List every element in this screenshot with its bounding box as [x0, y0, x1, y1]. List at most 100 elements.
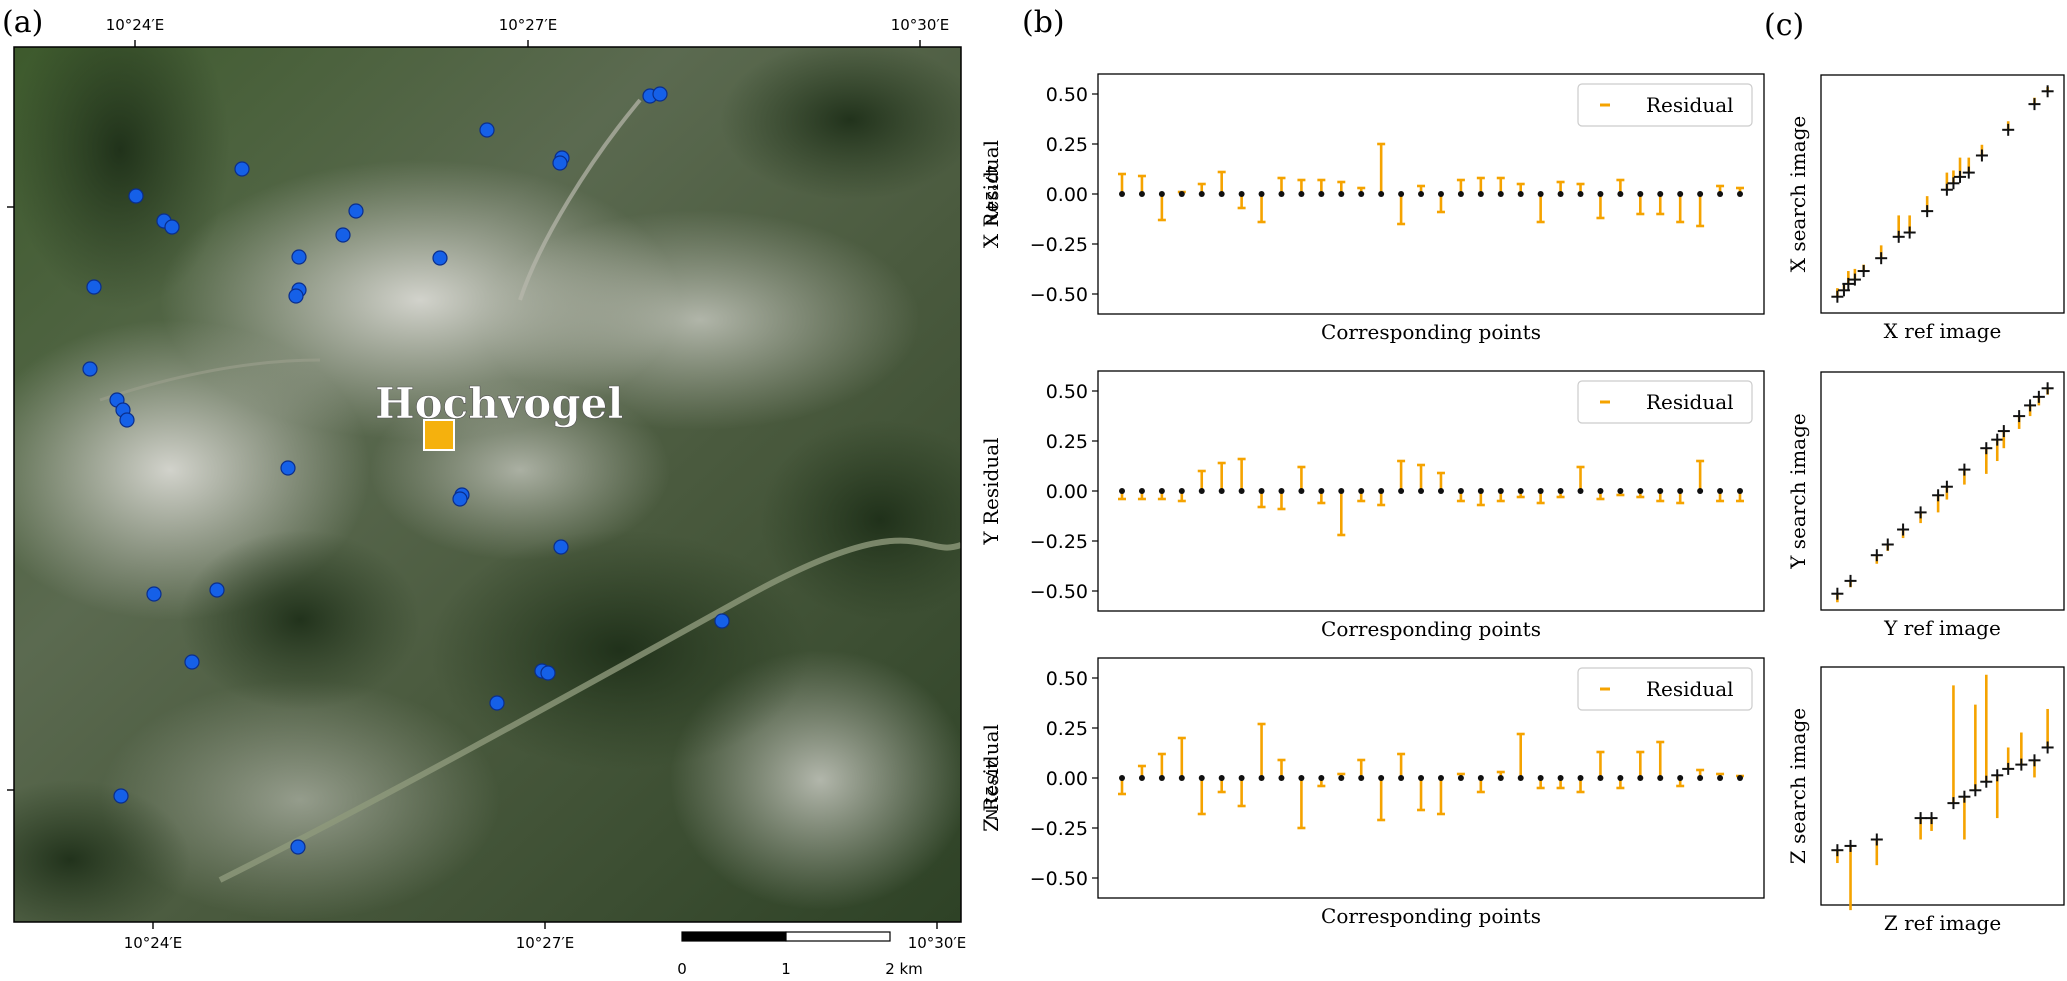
panel-letter-a: (a)	[2, 5, 43, 40]
zero-point	[1318, 488, 1325, 494]
y-tick-label: 0.25	[1046, 134, 1088, 156]
zero-point	[1198, 191, 1205, 197]
gcp-point	[113, 788, 129, 804]
y-tick-label: −0.50	[1030, 581, 1088, 603]
zero-point	[1457, 775, 1464, 781]
zero-point	[1437, 191, 1444, 197]
map-frame	[13, 46, 962, 923]
zero-point	[1657, 775, 1664, 781]
gcp-point	[479, 122, 495, 138]
zero-point	[1457, 191, 1464, 197]
zero-point	[1557, 488, 1564, 494]
y-tick-label: 0.00	[1046, 481, 1088, 503]
zero-point	[1338, 191, 1345, 197]
zero-point	[1497, 191, 1504, 197]
gcp-point	[553, 539, 569, 555]
zero-point	[1119, 191, 1125, 197]
zero-point	[1398, 775, 1405, 781]
scale-label-2: 2 km	[885, 960, 923, 978]
zero-point	[1238, 191, 1245, 197]
zero-point	[1378, 191, 1385, 197]
lon-label-bottom-2: 10°27′E	[516, 934, 575, 952]
zero-point	[1358, 488, 1365, 494]
place-label-hochvogel: Hochvogel	[375, 379, 623, 428]
zero-point	[1298, 488, 1305, 494]
x-axis-title: Corresponding points	[1321, 320, 1541, 344]
zero-point	[1418, 488, 1425, 494]
zero-point	[1158, 775, 1165, 781]
zero-point	[1198, 775, 1205, 781]
zero-point	[1318, 191, 1325, 197]
plot-frame	[1820, 666, 2065, 906]
zero-point	[1418, 191, 1425, 197]
y-tick-label: −0.25	[1030, 818, 1088, 840]
ref-search-plot: Z search image Z ref image	[1786, 666, 2065, 935]
legend-box	[1577, 380, 1753, 424]
zero-point	[1597, 191, 1604, 197]
gcp-point	[184, 654, 200, 670]
zero-point	[1378, 488, 1385, 494]
y-tick-label: −0.50	[1030, 868, 1088, 890]
gcp-point	[489, 695, 505, 711]
y-tick-label: −0.25	[1030, 531, 1088, 553]
y-axis-title: Z Residual	[979, 724, 1003, 832]
zero-point	[1517, 488, 1524, 494]
zero-point	[1637, 775, 1644, 781]
zero-point	[1258, 191, 1265, 197]
gcp-point	[335, 227, 351, 243]
zero-point	[1597, 775, 1604, 781]
zero-point	[1358, 191, 1365, 197]
zero-point	[1517, 775, 1524, 781]
gcp-point	[290, 839, 306, 855]
gcp-points	[82, 86, 730, 855]
plot-frame	[1820, 74, 2065, 314]
y-tick-label: 0.00	[1046, 184, 1088, 206]
legend-label: Residual	[1646, 677, 1734, 701]
zero-point	[1218, 775, 1225, 781]
gcp-point	[714, 613, 730, 629]
gcp-point	[119, 412, 135, 428]
x-axis-title: Z ref image	[1884, 911, 2001, 935]
zero-point	[1497, 488, 1504, 494]
zero-point	[1457, 488, 1464, 494]
zero-point	[1517, 191, 1524, 197]
zero-point	[1358, 775, 1365, 781]
panel-letter-c: (c)	[1764, 8, 1804, 43]
zero-point	[1198, 488, 1205, 494]
y-tick-label: −0.25	[1030, 234, 1088, 256]
zero-point	[1477, 775, 1484, 781]
zero-point	[1338, 488, 1345, 494]
residual-plot: 0.50 0.25 0.00 −0.25 −0.50 Y Residual Correspo…	[979, 370, 1765, 641]
zero-point	[1737, 191, 1743, 197]
zero-point	[1477, 191, 1484, 197]
zero-point	[1557, 775, 1564, 781]
zero-point	[1677, 775, 1684, 781]
x-axis-title: Corresponding points	[1321, 617, 1541, 641]
zero-point	[1617, 775, 1624, 781]
zero-point	[1537, 191, 1544, 197]
zero-point	[1178, 775, 1185, 781]
zero-point	[1278, 488, 1285, 494]
zero-point	[1119, 775, 1125, 781]
zero-point	[1717, 488, 1724, 494]
zero-point	[1557, 191, 1564, 197]
gcp-point	[128, 188, 144, 204]
zero-point	[1577, 775, 1584, 781]
zero-point	[1318, 775, 1325, 781]
gcp-point	[348, 203, 364, 219]
zero-point	[1537, 488, 1544, 494]
y-axis-title: X search image	[1786, 116, 1810, 273]
zero-point	[1178, 488, 1185, 494]
zero-point	[1737, 775, 1743, 781]
gcp-point	[280, 460, 296, 476]
legend-label: Residual	[1646, 390, 1734, 414]
gcp-point	[540, 665, 556, 681]
zero-point	[1657, 488, 1664, 494]
scale-label-1: 1	[781, 960, 791, 978]
y-tick-label: 0.50	[1046, 84, 1088, 106]
lon-label-top-2: 10°27′E	[499, 16, 558, 34]
zero-point	[1577, 191, 1584, 197]
zero-point	[1657, 191, 1664, 197]
gcp-point	[291, 249, 307, 265]
